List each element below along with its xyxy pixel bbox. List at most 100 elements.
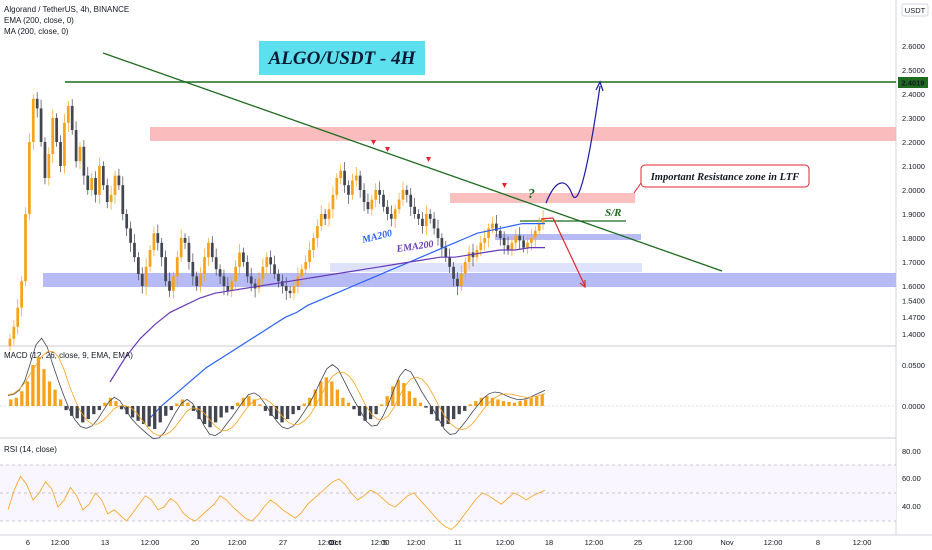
currency-badge[interactable] [901, 3, 929, 17]
macd-bar [391, 386, 395, 406]
ema200-label: EMA200 [395, 239, 434, 255]
candle [191, 262, 195, 277]
support-zone-light [330, 263, 642, 272]
time-tick: 12:00 [371, 538, 390, 547]
candle [43, 142, 47, 178]
candle [514, 235, 518, 243]
candle [175, 257, 179, 277]
candle [417, 214, 420, 219]
candle [20, 281, 23, 308]
price-tick: 1.5400 [902, 296, 925, 305]
resistance-zone-upper [150, 127, 896, 141]
candle [172, 276, 175, 291]
candle [351, 180, 354, 195]
macd-bar [241, 397, 245, 406]
macd-bar [14, 397, 18, 406]
candle [47, 154, 51, 178]
macd-bar [97, 406, 102, 411]
candle [347, 185, 350, 195]
bearish-scenario-arrow [552, 217, 586, 287]
candle [261, 266, 265, 279]
macd-bar [153, 406, 157, 429]
macd-signal-line [7, 350, 546, 436]
macd-bar [302, 403, 306, 406]
macd-bar [402, 383, 406, 406]
macd-bar [258, 404, 262, 406]
macd-bar [330, 381, 334, 406]
candle [253, 283, 257, 289]
macd-bar [468, 404, 472, 406]
macd-histogram [9, 356, 544, 429]
candle [421, 218, 424, 226]
macd-bar [485, 396, 489, 406]
macd-legend[interactable]: MACD (12, 26, close, 9, EMA, EMA) [4, 351, 133, 360]
candle [222, 276, 226, 286]
candle [382, 194, 385, 207]
macd-bar [86, 406, 90, 420]
top-marker [371, 140, 376, 145]
candle [448, 257, 452, 267]
macd-bar [341, 397, 345, 406]
time-tick: 27 [279, 538, 287, 547]
candle [35, 98, 39, 109]
candle [249, 276, 253, 284]
macd-bar [418, 402, 423, 406]
candle [121, 185, 125, 214]
candle [456, 278, 459, 286]
macd-bar [357, 406, 362, 416]
rsi-legend[interactable]: RSI (14, close) [4, 445, 57, 454]
candle [502, 238, 506, 246]
time-tick: 12:00 [585, 538, 604, 547]
macd-bar [263, 406, 268, 411]
candle [463, 262, 467, 274]
candle [74, 130, 78, 162]
candle [195, 276, 199, 286]
candle [265, 257, 269, 267]
time-tick: Nov [720, 538, 734, 547]
symbol-legend[interactable]: Algorand / TetherUS, 4h, BINANCE [4, 5, 129, 14]
candle [343, 170, 346, 186]
macd-bar [363, 406, 367, 421]
time-tick: Oct [329, 538, 342, 547]
candle [82, 146, 86, 176]
candle [362, 190, 366, 202]
candle [304, 262, 308, 270]
candle [312, 238, 315, 250]
current-price-badge [898, 77, 928, 88]
candle [280, 281, 284, 286]
candle [530, 238, 533, 243]
macd-bar [529, 397, 533, 406]
time-axis[interactable]: 6 12:00 13 12:00 20 12:00 27 12:00 12:005 12:00 11… [26, 538, 871, 547]
ma-legend[interactable]: MA (200, close, 0) [4, 27, 69, 36]
candle [94, 178, 97, 195]
macd-bar [119, 406, 124, 410]
time-tick: 18 [545, 538, 553, 547]
macd-bar [213, 406, 218, 423]
ema-legend[interactable]: EMA (200, close, 0) [4, 16, 74, 25]
price-axis[interactable]: 2.6000 2.5000 2.4000 2.3000 2.2000 2.1000 2.00… [902, 42, 925, 339]
candle [210, 242, 214, 258]
price-tick: 1.6000 [902, 282, 925, 291]
candle [370, 199, 374, 210]
candle [183, 238, 187, 243]
macd-bar [191, 406, 196, 411]
candle [234, 266, 238, 282]
macd-bar [169, 406, 173, 411]
price-tick: 1.4700 [902, 313, 925, 322]
candle [133, 242, 136, 258]
macd-bar [463, 406, 467, 411]
macd-bar [308, 397, 312, 406]
macd-bar [507, 401, 511, 406]
rsi-line [7, 475, 546, 530]
price-tick: 2.2000 [902, 138, 925, 147]
candle [296, 276, 300, 286]
macd-bar [313, 389, 317, 406]
price-tick: 2.6000 [902, 42, 925, 51]
macd-bar [479, 397, 483, 406]
macd-bar [175, 403, 179, 406]
macd-bar [446, 406, 450, 425]
ema200-line [109, 247, 545, 383]
macd-bar [197, 406, 201, 420]
time-tick: 12:00 [318, 538, 337, 547]
